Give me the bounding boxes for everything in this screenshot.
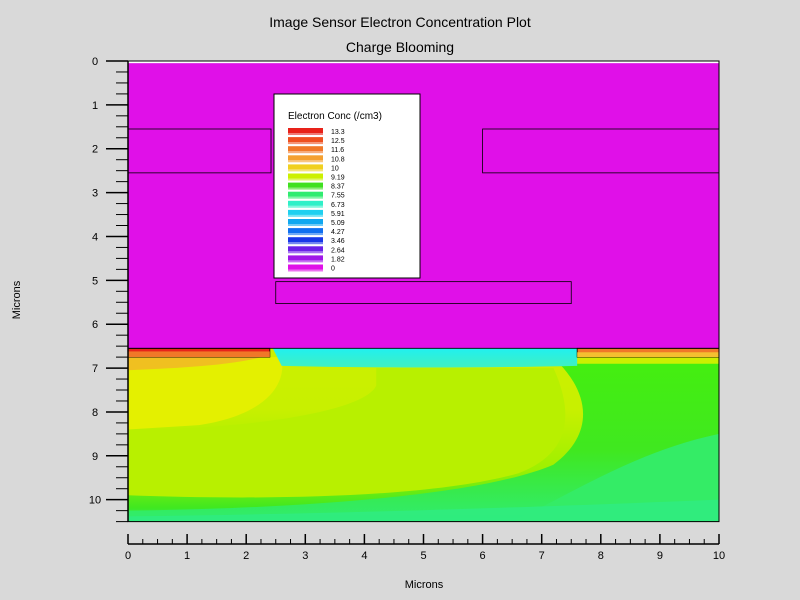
legend-label: 10 (331, 165, 339, 172)
chart-title: Image Sensor Electron Concentration Plot (269, 14, 531, 30)
x-axis-label: Microns (405, 579, 444, 591)
legend-swatch (288, 146, 323, 152)
legend-swatch-band (288, 133, 323, 135)
legend-swatch (288, 209, 323, 215)
legend-swatch (288, 155, 323, 161)
legend-swatch (288, 219, 323, 224)
legend-swatch-band (288, 142, 323, 145)
legend-swatch (288, 228, 323, 234)
legend-label: 4.27 (331, 229, 345, 236)
y-tick-label: 5 (92, 275, 98, 287)
oxide-region (128, 61, 719, 64)
legend-swatch (288, 191, 323, 197)
x-tick-label: 2 (243, 550, 249, 562)
x-tick-label: 9 (657, 550, 663, 562)
legend-swatch (288, 237, 323, 243)
y-tick-label: 7 (92, 363, 98, 375)
legend-swatch-band (288, 169, 323, 172)
y-tick-label: 4 (92, 231, 98, 243)
collection-well (272, 348, 578, 368)
legend-label: 11.6 (331, 147, 344, 154)
legend-label: 5.91 (331, 211, 345, 218)
y-tick-label: 9 (92, 451, 98, 463)
x-tick-label: 7 (539, 550, 545, 562)
axes: 0 1 2 3 4 5 6 7 8 9 10 0 1 2 3 4 5 6 7 8 9 10 (89, 56, 725, 562)
x-tick-label: 5 (420, 550, 426, 562)
legend-swatch-band (288, 233, 323, 236)
legend-swatch-band (288, 178, 323, 181)
y-tick-label: 10 (89, 495, 101, 507)
legend-label: 2.64 (331, 247, 345, 254)
legend-swatch (288, 164, 323, 170)
legend-swatch (288, 264, 323, 270)
y-axis-label: Microns (11, 280, 23, 319)
chart-subtitle: Charge Blooming (346, 39, 454, 55)
contour-right (128, 363, 719, 522)
y-tick-label: 1 (92, 100, 98, 112)
x-tick-label: 8 (598, 550, 604, 562)
legend-swatch (288, 246, 323, 252)
legend-label: 5.09 (331, 220, 345, 227)
contour-left-high (128, 357, 283, 430)
plot-area (128, 61, 719, 522)
legend-swatch (288, 128, 323, 133)
implant-left-edge (128, 351, 270, 358)
legend-swatch-band (288, 224, 323, 226)
contour-right-deep (512, 433, 719, 522)
x-tick-label: 6 (480, 550, 486, 562)
y-tick-label: 8 (92, 407, 98, 419)
legend-label: 12.5 (331, 138, 345, 145)
x-tick-label: 1 (184, 550, 190, 562)
y-tick-label: 0 (92, 56, 98, 68)
legend-label: 0 (331, 266, 335, 273)
gate-center-outline (275, 281, 572, 304)
x-tick-label: 4 (361, 550, 367, 562)
legend-swatch-band (288, 251, 323, 254)
insulator-region (128, 63, 719, 349)
legend-swatch-band (288, 242, 323, 245)
x-tick-label: 10 (713, 550, 725, 562)
legend-label: 13.3 (331, 129, 345, 136)
contour-mid (128, 368, 566, 498)
legend-swatch-band (288, 187, 323, 190)
contour-bottom-band (128, 499, 719, 522)
x-tick-label: 0 (125, 550, 131, 562)
legend: Electron Conc (/cm3) 13.3 12.5 11.6 10.8 10 9… (273, 93, 421, 279)
y-tick-label: 3 (92, 188, 98, 200)
legend-swatch-band (288, 205, 323, 208)
legend-swatch-band (288, 214, 323, 217)
legend-swatch (288, 182, 323, 188)
implant-right-edge (577, 352, 719, 358)
legend-swatch-band (288, 160, 323, 163)
y-tick-label: 2 (92, 144, 98, 156)
legend-label: 6.73 (331, 202, 345, 209)
x-tick-label: 3 (302, 550, 308, 562)
legend-label: 9.19 (331, 175, 345, 182)
legend-swatch-band (288, 260, 323, 263)
y-tick-label: 6 (92, 319, 98, 331)
legend-entries: 13.3 12.5 11.6 10.8 10 9.19 8.37 7.55 6.73 5.91 5.… (288, 128, 345, 273)
legend-swatch (288, 200, 323, 206)
legend-label: 3.46 (331, 238, 345, 245)
legend-swatch (288, 173, 323, 179)
legend-swatch-band (288, 269, 323, 272)
legend-label: 1.82 (331, 256, 345, 263)
legend-swatch (288, 137, 323, 143)
legend-label: 10.8 (331, 156, 345, 163)
hotspot-left (128, 354, 270, 371)
legend-swatch (288, 255, 323, 261)
legend-title: Electron Conc (/cm3) (288, 111, 382, 122)
legend-swatch-band (288, 151, 323, 154)
legend-label: 7.55 (331, 193, 345, 200)
legend-swatch-band (288, 196, 323, 199)
legend-label: 8.37 (331, 184, 345, 191)
